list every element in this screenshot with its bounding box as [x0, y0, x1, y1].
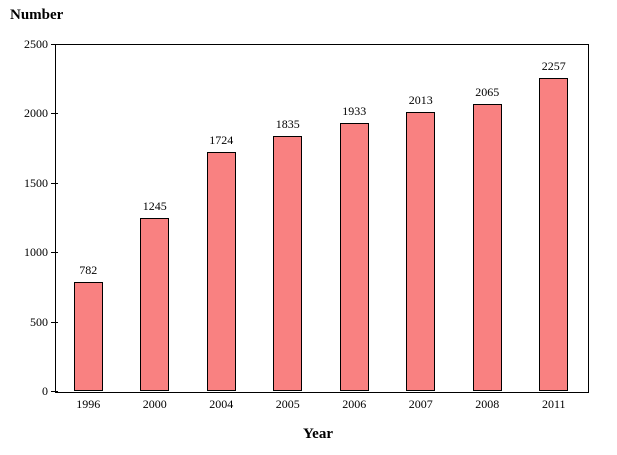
- bar-value-label: 1724: [209, 132, 234, 147]
- bar: [206, 151, 236, 391]
- x-tick-label: 2007: [408, 397, 433, 411]
- bar: [140, 218, 170, 391]
- bar-value-label: 2065: [475, 85, 500, 100]
- y-tick-mark: [51, 252, 58, 254]
- bar: [406, 111, 436, 391]
- x-tick-label: 2006: [342, 397, 367, 411]
- x-axis-title: Year: [303, 426, 333, 442]
- x-tick-label: 2004: [209, 397, 234, 411]
- bar: [539, 77, 569, 391]
- y-tick-label: 500: [30, 314, 48, 329]
- y-tick-label: 2500: [24, 37, 48, 51]
- bar-value-label: 782: [79, 263, 98, 278]
- x-tick-label: 1996: [76, 397, 101, 411]
- bar-value-label: 1245: [142, 199, 167, 214]
- y-tick-label: 2000: [24, 106, 48, 121]
- x-tick-label: 2005: [275, 397, 300, 411]
- y-tick-mark: [51, 44, 58, 45]
- y-axis-title: Number: [10, 7, 64, 23]
- x-tick-label: 2008: [475, 397, 500, 411]
- bar-value-label: 1933: [342, 103, 367, 118]
- y-tick-label: 1500: [24, 175, 48, 190]
- bar-value-label: 2013: [408, 92, 433, 107]
- plot-area: [55, 44, 589, 393]
- bar: [73, 282, 103, 391]
- y-tick-mark: [51, 321, 58, 323]
- bar: [472, 104, 502, 391]
- bar-value-label: 1835: [275, 117, 300, 132]
- x-tick-label: 2011: [541, 397, 566, 411]
- bar: [339, 122, 369, 391]
- y-tick-mark: [51, 113, 58, 115]
- x-tick-label: 2000: [142, 397, 167, 411]
- y-tick-label: 0: [42, 384, 48, 398]
- bar: [273, 136, 303, 391]
- bar-value-label: 2257: [541, 58, 566, 73]
- y-tick-mark: [51, 182, 58, 184]
- y-tick-mark: [51, 391, 58, 392]
- y-tick-label: 1000: [24, 245, 48, 260]
